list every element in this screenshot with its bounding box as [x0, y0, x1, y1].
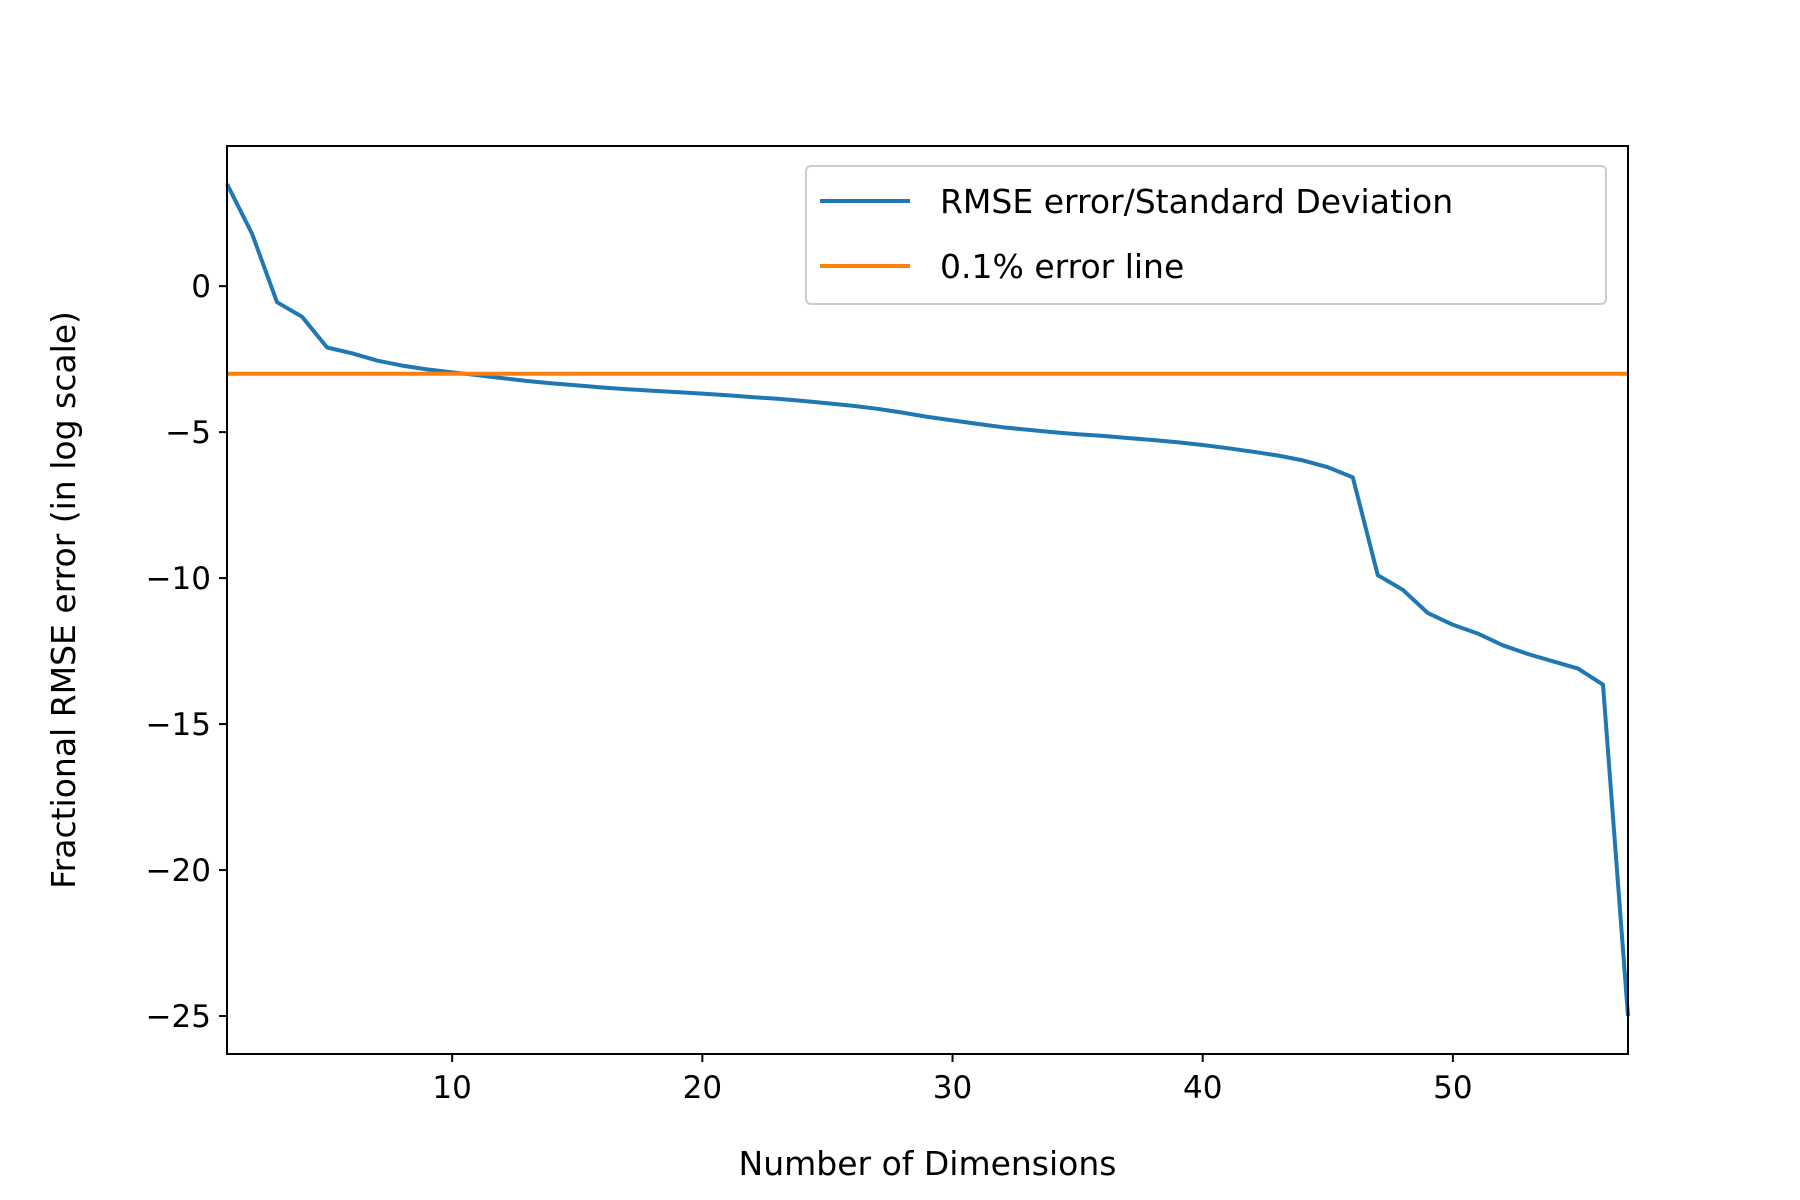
y-tick-label: −5 — [165, 415, 211, 451]
x-axis: 10 20 30 40 50 — [432, 1054, 1473, 1106]
y-tick-label: −10 — [146, 561, 211, 597]
y-tick-label: 0 — [191, 269, 211, 305]
y-tick-label: −15 — [146, 707, 211, 743]
x-tick-label: 10 — [432, 1070, 471, 1106]
x-tick-label: 20 — [683, 1070, 722, 1106]
x-axis-label: Number of Dimensions — [739, 1144, 1117, 1183]
x-tick-label: 40 — [1183, 1070, 1222, 1106]
legend: RMSE error/Standard Deviation 0.1% error… — [805, 165, 1607, 305]
x-tick-label: 30 — [933, 1070, 972, 1106]
y-tick-label: −20 — [146, 853, 211, 889]
legend-box — [805, 165, 1607, 305]
legend-label-error-line: 0.1% error line — [940, 247, 1184, 286]
x-tick-label: 50 — [1433, 1070, 1472, 1106]
y-tick-label: −25 — [146, 999, 211, 1035]
plot-lines — [225, 183, 1630, 1017]
plot-frame — [226, 145, 1629, 1055]
y-axis: 0 −5 −10 −15 −20 −25 — [146, 269, 227, 1035]
legend-label-rmse: RMSE error/Standard Deviation — [940, 182, 1453, 221]
y-axis-label: Fractional RMSE error (in log scale) — [44, 311, 83, 889]
